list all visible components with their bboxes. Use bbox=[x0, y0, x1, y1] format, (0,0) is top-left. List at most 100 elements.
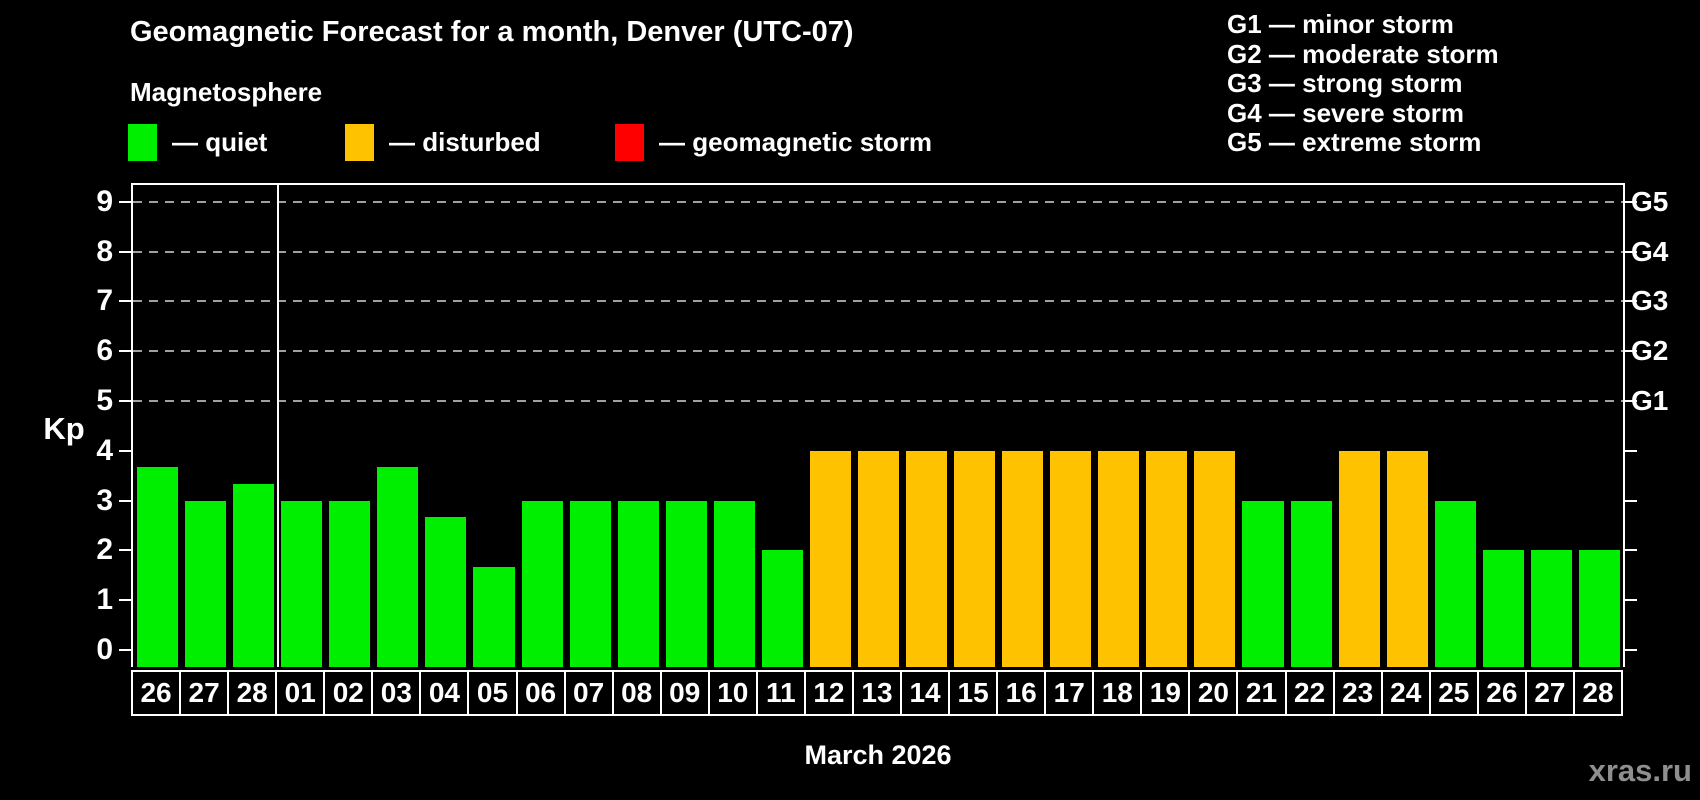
day-label-cell: 13 bbox=[851, 670, 903, 716]
y-axis-tick-label: 4 bbox=[96, 433, 113, 467]
right-axis-tick bbox=[1625, 499, 1637, 502]
legend-label-storm: — geomagnetic storm bbox=[659, 126, 933, 157]
day-label-cell: 07 bbox=[563, 670, 614, 716]
y-axis-tick bbox=[119, 350, 131, 353]
day-label-cell: 06 bbox=[515, 670, 566, 716]
kp-bar bbox=[1578, 550, 1620, 667]
legend-item-disturbed: — disturbed bbox=[345, 123, 541, 161]
gridline-g1 bbox=[133, 400, 1623, 402]
right-axis-tick bbox=[1625, 549, 1637, 552]
day-label-cell: 12 bbox=[803, 670, 854, 716]
quiet-color-swatch bbox=[128, 123, 157, 161]
day-label-cell: 26 bbox=[131, 670, 182, 716]
day-label-cell: 10 bbox=[707, 670, 758, 716]
day-label-cell: 24 bbox=[1380, 670, 1431, 716]
right-axis-tick bbox=[1625, 649, 1637, 651]
g-scale-label: G3 bbox=[1631, 285, 1669, 317]
day-label-cell: 25 bbox=[1428, 670, 1479, 716]
right-axis-tick bbox=[1625, 200, 1637, 203]
legend-label-quiet: — quiet bbox=[172, 126, 268, 157]
month-separator bbox=[277, 185, 280, 667]
kp-bar bbox=[1050, 450, 1092, 667]
kp-bar bbox=[1002, 450, 1044, 667]
kp-bar bbox=[1434, 500, 1476, 667]
day-label-cell: 04 bbox=[419, 670, 470, 716]
y-axis-tick bbox=[119, 499, 131, 502]
g-scale-label: G2 bbox=[1631, 335, 1669, 367]
right-axis-tick bbox=[1625, 400, 1637, 402]
kp-bar bbox=[809, 450, 851, 667]
y-axis-tick bbox=[119, 549, 131, 552]
right-axis-tick bbox=[1625, 599, 1637, 602]
day-label-cell: 15 bbox=[948, 670, 999, 716]
day-label-cell: 05 bbox=[467, 670, 518, 716]
day-label-cell: 01 bbox=[275, 670, 326, 716]
kp-bar bbox=[1530, 550, 1572, 667]
x-axis-title: March 2026 bbox=[804, 740, 952, 770]
kp-bar bbox=[906, 450, 948, 667]
day-label-cell: 27 bbox=[179, 670, 230, 716]
g-scale-label: G1 bbox=[1631, 385, 1669, 416]
gridline-g4 bbox=[133, 250, 1623, 253]
plot-area: Kp G1 G2 G3 G4 G5 0 1 2 3 4 5 6 7 8 9 bbox=[43, 183, 1668, 667]
y-axis-tick-label: 5 bbox=[96, 384, 113, 417]
x-axis-day-labels: 26 27 28 01 02 03 04 05 06 07 08 09 10 11 12 13 14 15 16 17… bbox=[131, 670, 1627, 716]
day-label-cell: 26 bbox=[1476, 670, 1527, 716]
kp-bar bbox=[1482, 550, 1524, 667]
day-label-cell: 28 bbox=[1572, 670, 1623, 716]
day-label-cell: 21 bbox=[1236, 670, 1287, 716]
kp-bar bbox=[377, 467, 419, 667]
storm-scale-line-g2: G2 — moderate storm bbox=[1227, 38, 1499, 69]
kp-bar bbox=[521, 500, 563, 667]
storm-scale-line-g1: G1 — minor storm bbox=[1227, 9, 1454, 39]
kp-axis-title: Kp bbox=[43, 411, 85, 446]
day-label-cell: 02 bbox=[323, 670, 374, 716]
kp-bar bbox=[1338, 450, 1380, 667]
day-label-cell: 20 bbox=[1188, 670, 1239, 716]
right-axis-tick bbox=[1625, 250, 1637, 253]
gridline-g3 bbox=[133, 300, 1623, 303]
kp-bar bbox=[1146, 450, 1188, 667]
day-label-cell: 09 bbox=[659, 670, 710, 716]
storm-scale-line-g4: G4 — severe storm bbox=[1227, 97, 1465, 128]
g-scale-label: G4 bbox=[1631, 235, 1669, 267]
gridline-g5 bbox=[133, 200, 1623, 203]
y-axis-tick-label: 1 bbox=[96, 583, 113, 617]
y-axis-tick bbox=[119, 300, 131, 303]
day-label-cell: 18 bbox=[1092, 670, 1143, 716]
kp-bar bbox=[665, 500, 707, 667]
y-axis-tick-label: 8 bbox=[96, 234, 113, 268]
y-axis-tick-label: 7 bbox=[96, 284, 113, 318]
kp-bar bbox=[281, 500, 323, 667]
chart-title: Geomagnetic Forecast for a month, Denver… bbox=[130, 16, 854, 48]
kp-bar bbox=[761, 550, 803, 667]
y-axis-tick bbox=[119, 649, 131, 651]
day-label-cell: 03 bbox=[371, 670, 422, 716]
storm-color-swatch bbox=[615, 123, 644, 161]
y-axis-tick-label: 3 bbox=[96, 483, 113, 517]
y-axis-tick-label: 6 bbox=[96, 334, 113, 368]
kp-bar bbox=[1242, 500, 1284, 667]
kp-bar bbox=[1290, 500, 1332, 667]
kp-bar bbox=[1194, 450, 1236, 667]
y-axis-tick bbox=[119, 400, 131, 402]
kp-bar bbox=[473, 566, 515, 667]
kp-bar bbox=[954, 450, 996, 667]
right-axis-tick bbox=[1625, 449, 1637, 452]
kp-bar bbox=[1098, 450, 1140, 667]
g-scale-label: G5 bbox=[1631, 185, 1669, 217]
day-label-cell: 28 bbox=[227, 670, 278, 716]
day-label-cell: 19 bbox=[1140, 670, 1191, 716]
legend-label-disturbed: — disturbed bbox=[389, 126, 541, 157]
legend-item-storm: — geomagnetic storm bbox=[615, 123, 932, 161]
kp-bar bbox=[713, 500, 755, 667]
chart-subtitle: Magnetosphere bbox=[130, 77, 323, 107]
kp-bar bbox=[569, 500, 611, 667]
kp-bar bbox=[1386, 450, 1428, 667]
disturbed-color-swatch bbox=[345, 123, 374, 161]
kp-bar bbox=[329, 500, 371, 667]
storm-scale-line-g5: G5 — extreme storm bbox=[1227, 127, 1482, 158]
y-axis-tick bbox=[119, 250, 131, 253]
storm-scale-line-g3: G3 — strong storm bbox=[1227, 68, 1463, 99]
